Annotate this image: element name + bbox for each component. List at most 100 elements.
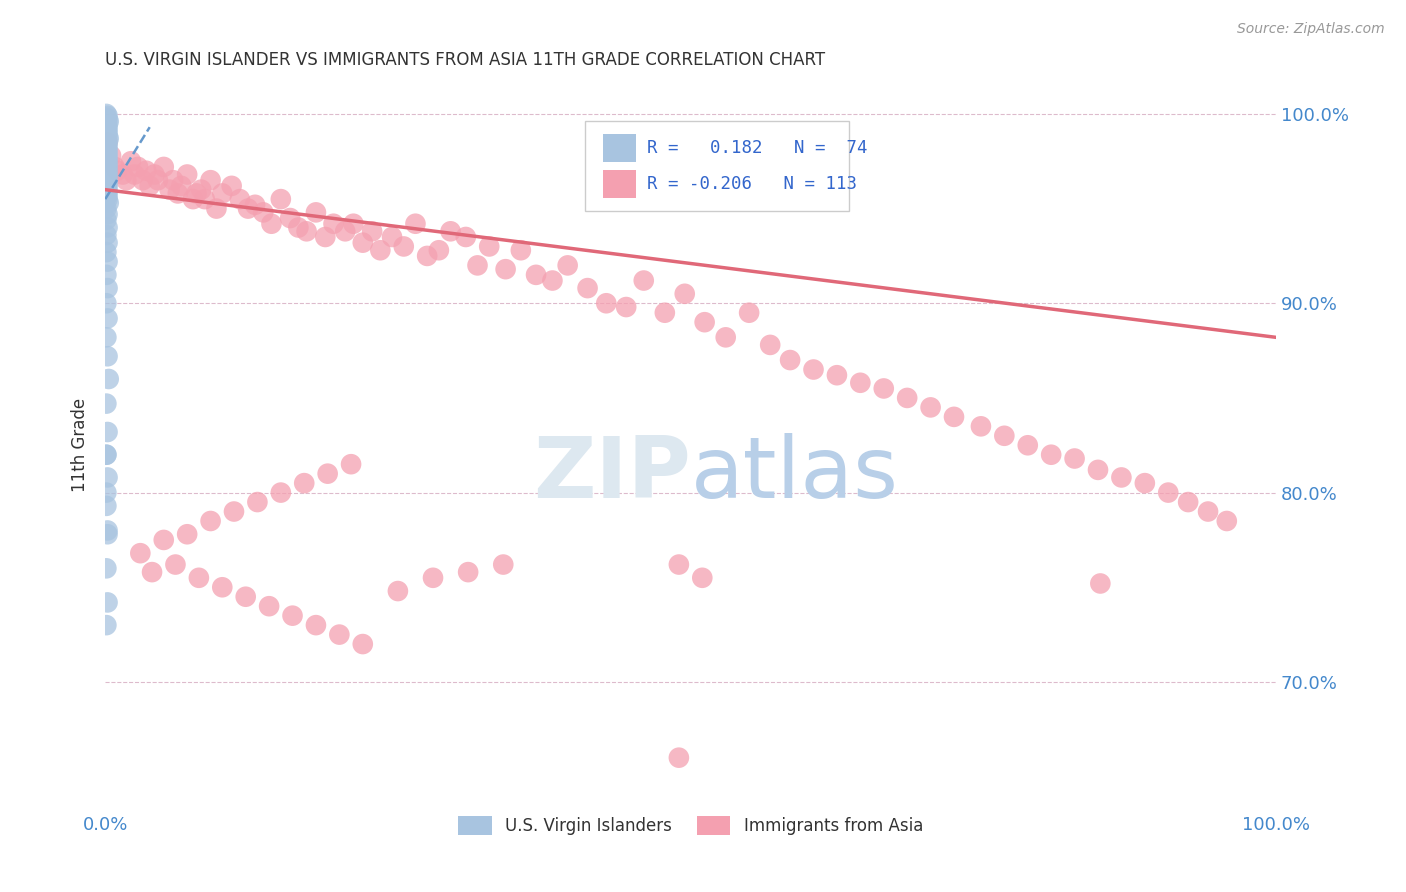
Point (96, 111, 118, 125)
Point (673, 286, 696, 301)
Point (96, 136, 118, 150)
Point (340, 457, 363, 471)
Point (825, 368, 848, 383)
Point (1216, 514, 1239, 528)
Point (236, 202, 259, 216)
Point (176, 527, 198, 541)
Point (759, 338, 782, 352)
Point (96, 173, 118, 187)
Point (96, 220, 118, 235)
Point (211, 186, 233, 201)
Point (96, 177, 118, 191)
Point (614, 300, 637, 314)
Point (96, 228, 118, 243)
Point (96, 330, 118, 344)
Point (427, 244, 450, 258)
FancyBboxPatch shape (585, 121, 849, 211)
Point (252, 205, 274, 219)
Point (96, 192, 118, 206)
Point (292, 476, 315, 491)
Point (96, 146, 118, 161)
Point (693, 315, 716, 329)
Point (115, 173, 138, 187)
Point (270, 485, 292, 500)
Point (322, 217, 344, 231)
Text: atlas: atlas (690, 433, 898, 516)
Point (129, 546, 152, 560)
Point (257, 599, 280, 614)
Point (714, 330, 737, 344)
Point (96, 190, 118, 204)
Point (96, 112, 118, 127)
Point (1090, 576, 1112, 591)
Point (96, 396, 118, 410)
Point (96, 281, 118, 295)
Point (439, 224, 461, 238)
Point (1063, 451, 1085, 466)
Text: Source: ZipAtlas.com: Source: ZipAtlas.com (1237, 22, 1385, 37)
Point (96, 268, 118, 282)
Point (96, 595, 118, 609)
Point (96, 349, 118, 363)
Point (96, 169, 118, 184)
Point (96, 163, 118, 178)
Point (943, 409, 966, 424)
Point (404, 217, 426, 231)
Point (896, 391, 918, 405)
Point (96, 160, 118, 174)
Point (96, 166, 118, 180)
Point (96, 107, 118, 121)
Point (96, 254, 118, 268)
Point (96, 175, 118, 189)
Point (96, 186, 118, 201)
Text: ZIP: ZIP (533, 433, 690, 516)
Point (96, 156, 118, 170)
Point (143, 168, 166, 182)
Point (1177, 495, 1199, 509)
Point (873, 381, 896, 395)
Point (96, 136, 118, 150)
Point (1197, 504, 1219, 518)
Point (305, 618, 328, 632)
Point (138, 178, 160, 193)
Point (243, 198, 266, 212)
Point (96, 448, 118, 462)
Point (159, 183, 181, 197)
Point (190, 183, 212, 197)
Point (478, 239, 501, 253)
Point (738, 306, 761, 320)
Point (96, 145, 118, 159)
Point (96, 448, 118, 462)
Point (96, 178, 118, 193)
Point (96, 202, 118, 216)
Point (281, 608, 304, 623)
Point (387, 584, 409, 599)
Point (96, 161, 118, 176)
Point (1087, 463, 1109, 477)
Point (970, 419, 993, 434)
Point (96, 143, 118, 157)
Point (1040, 448, 1063, 462)
Point (392, 239, 415, 253)
Point (361, 224, 384, 238)
Point (1157, 485, 1180, 500)
Point (316, 467, 339, 481)
Point (541, 274, 564, 288)
Point (96, 153, 118, 167)
Point (96, 499, 118, 513)
Point (103, 160, 125, 174)
Point (690, 571, 713, 585)
Point (96, 122, 118, 136)
Point (96, 425, 118, 439)
Point (97, 372, 120, 386)
Point (260, 217, 283, 231)
Point (467, 259, 489, 273)
Point (668, 750, 690, 764)
Point (96, 524, 118, 538)
Point (1111, 470, 1133, 484)
Text: R =   0.182   N =  74: R = 0.182 N = 74 (647, 139, 868, 157)
Point (96, 141, 118, 155)
Point (186, 186, 208, 201)
Legend: U.S. Virgin Islanders, Immigrants from Asia: U.S. Virgin Islanders, Immigrants from A… (450, 807, 931, 844)
Point (96, 485, 118, 500)
